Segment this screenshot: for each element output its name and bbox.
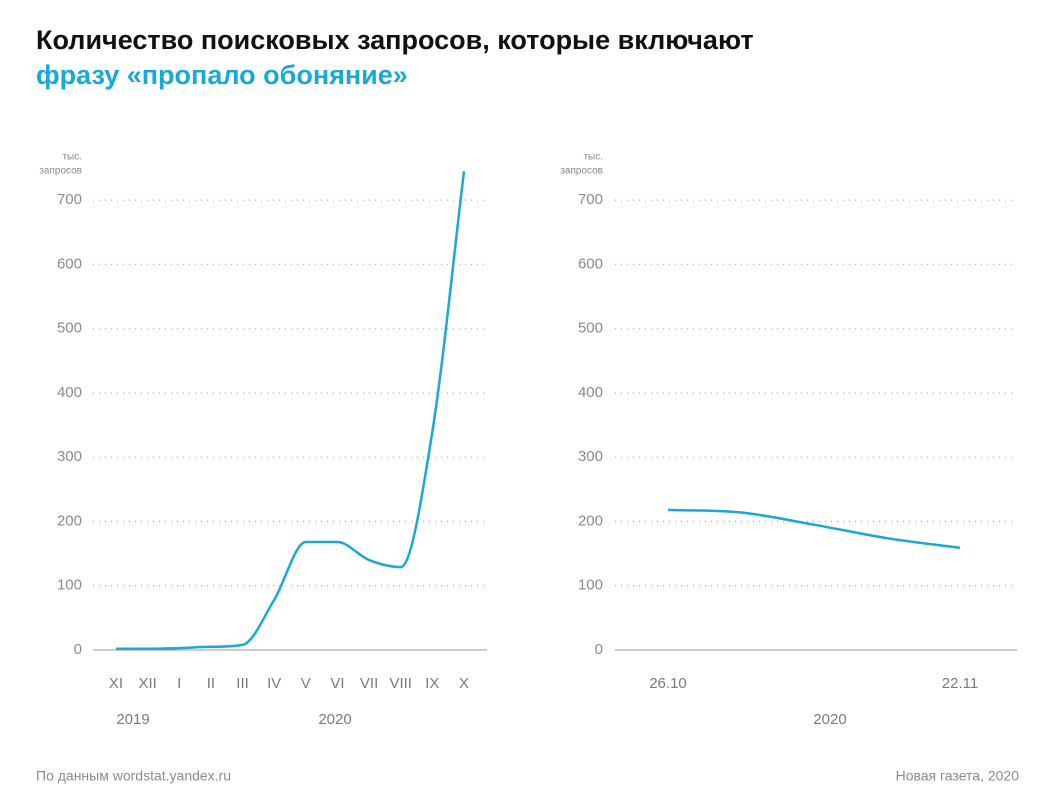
x-tick-label: I xyxy=(177,675,181,692)
y-unit: тыс. xyxy=(583,152,603,163)
year-label: 2020 xyxy=(813,711,846,728)
x-tick-label: 22.11 xyxy=(942,675,978,692)
y-tick-label: 600 xyxy=(57,255,82,272)
y-tick-label: 400 xyxy=(578,384,603,401)
x-tick-label: 26.10 xyxy=(649,675,687,692)
x-tick-label: VII xyxy=(360,675,378,692)
y-tick-label: 700 xyxy=(57,191,82,208)
x-tick-label: XI xyxy=(109,675,123,692)
x-tick-label: V xyxy=(301,675,311,692)
x-tick-label: VI xyxy=(330,675,344,692)
x-tick-label: XII xyxy=(138,675,156,692)
year-label: 2019 xyxy=(116,711,149,728)
x-tick-label: X xyxy=(459,675,469,692)
data-line xyxy=(115,171,466,650)
title: Количество поисковых запросов, которые в… xyxy=(36,25,754,55)
year-label: 2020 xyxy=(318,711,351,728)
source: По данным wordstat.yandex.ru xyxy=(36,768,231,784)
x-tick-label: IX xyxy=(425,675,439,692)
x-tick-label: VIII xyxy=(389,675,412,692)
y-tick-label: 200 xyxy=(578,512,603,529)
y-tick-label: 0 xyxy=(595,641,603,658)
y-tick-label: 500 xyxy=(578,320,603,337)
y-tick-label: 600 xyxy=(578,255,603,272)
y-tick-label: 700 xyxy=(578,191,603,208)
y-unit: запросов xyxy=(560,166,603,177)
y-unit: тыс. xyxy=(62,152,82,163)
y-tick-label: 300 xyxy=(57,448,82,465)
credit: Новая газета, 2020 xyxy=(896,768,1020,784)
x-tick-label: II xyxy=(207,675,215,692)
x-tick-label: IV xyxy=(267,675,281,692)
y-unit: запросов xyxy=(39,166,82,177)
y-tick-label: 0 xyxy=(74,641,82,658)
y-tick-label: 300 xyxy=(578,448,603,465)
subtitle: фразу «пропало обоняние» xyxy=(36,60,408,90)
y-tick-label: 100 xyxy=(578,577,603,594)
data-line xyxy=(667,508,961,550)
y-tick-label: 400 xyxy=(57,384,82,401)
y-tick-label: 200 xyxy=(57,512,82,529)
y-tick-label: 500 xyxy=(57,320,82,337)
x-tick-label: III xyxy=(236,675,249,692)
y-tick-label: 100 xyxy=(57,577,82,594)
